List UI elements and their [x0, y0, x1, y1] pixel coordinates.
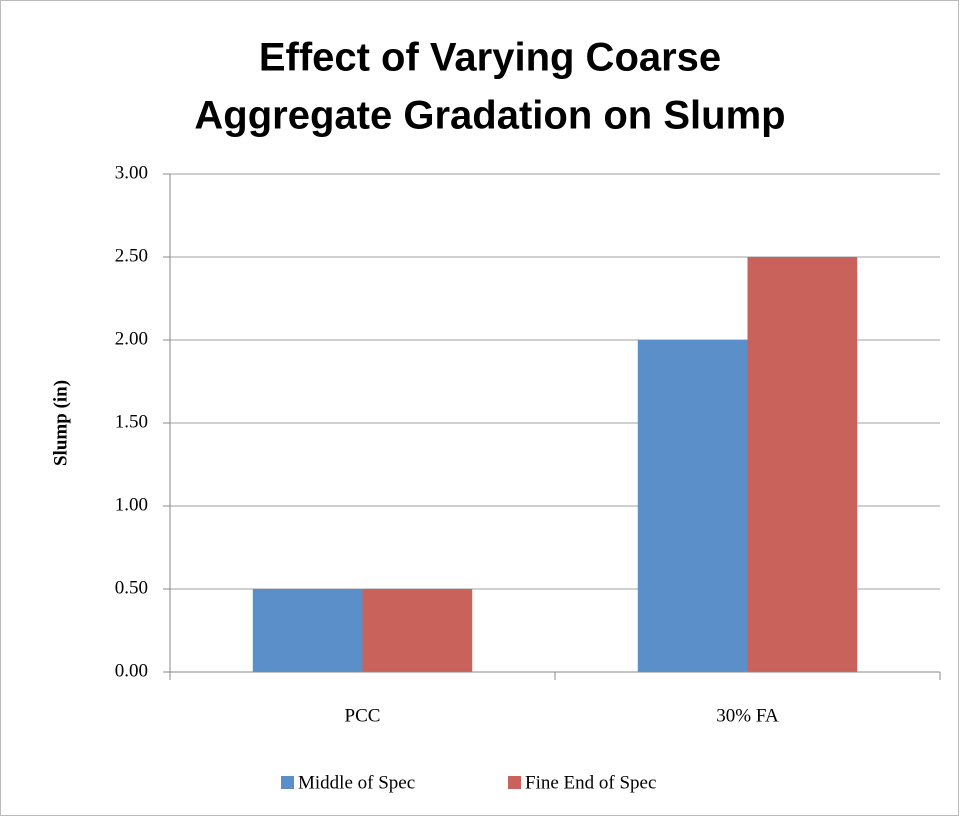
y-tick-label: 2.50 — [115, 245, 148, 266]
chart-title: Effect of Varying Coarse — [259, 36, 721, 80]
bar — [637, 340, 748, 672]
y-axis-title: Slump (in) — [50, 380, 71, 466]
x-tick-label: 30% FA — [716, 705, 779, 726]
legend-label: Middle of Spec — [298, 772, 415, 793]
y-tick-label: 1.00 — [115, 494, 148, 515]
y-tick-label: 0.00 — [115, 660, 148, 681]
x-tick-label: PCC — [345, 705, 381, 726]
y-tick-label: 2.00 — [115, 328, 148, 349]
chart-title: Aggregate Gradation on Slump — [194, 94, 785, 138]
y-tick-label: 1.50 — [115, 411, 148, 432]
legend-label: Fine End of Spec — [525, 772, 656, 793]
bar — [747, 257, 858, 672]
legend-swatch — [281, 776, 294, 789]
y-tick-label: 0.50 — [115, 577, 148, 598]
bar — [252, 589, 363, 672]
legend-swatch — [508, 776, 521, 789]
y-tick-label: 3.00 — [115, 162, 148, 183]
bar — [362, 589, 473, 672]
